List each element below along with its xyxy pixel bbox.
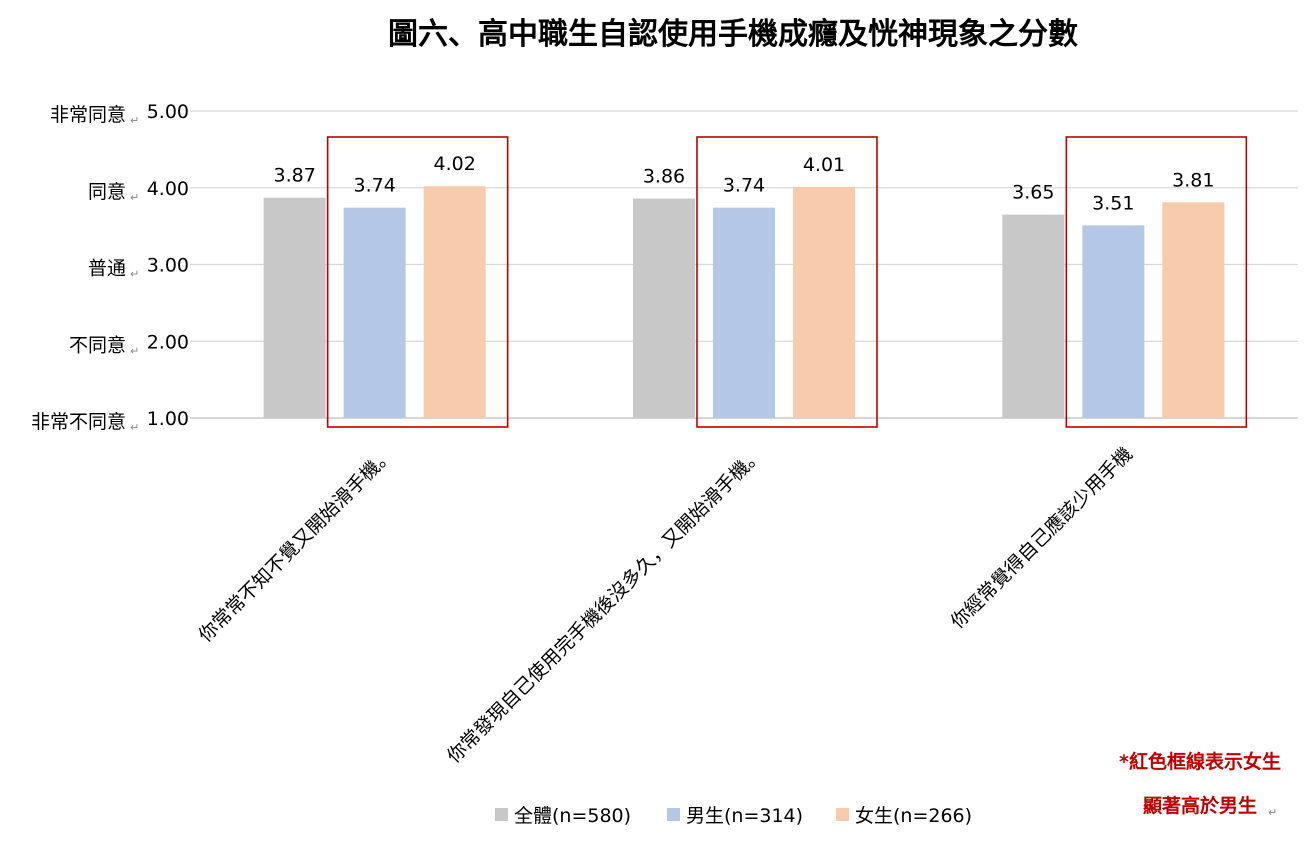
bar: [1162, 202, 1225, 418]
y-scale-label: 不同意: [69, 334, 126, 356]
bar: [343, 207, 406, 418]
category-label: 你常發現自己使用完手機後沒多久，又開始滑手機。: [443, 443, 768, 768]
data-label: 3.51: [1092, 192, 1134, 214]
y-tick-label: 4.00: [147, 178, 189, 200]
return-mark: ↵: [130, 191, 139, 204]
data-label: 3.74: [723, 175, 765, 197]
legend-label: 女生(n=266): [855, 805, 972, 827]
y-tick-label: 5.00: [147, 101, 189, 123]
y-axis: 5.00 非常同意 ↵ 4.00 同意 ↵ 3.00 普通 ↵ 2.00 不同意 ↵ 1.00 非常不同意…: [31, 101, 189, 434]
y-scale-label: 同意: [88, 181, 126, 203]
category-label: 你經常覺得自己應該少用手機: [946, 442, 1137, 633]
data-label: 3.86: [643, 165, 685, 187]
bar: [1082, 225, 1145, 418]
significance-note: *紅色框線表示女生 顯著高於男生 ↵: [1119, 750, 1281, 819]
y-tick-label: 2.00: [147, 331, 189, 353]
category-labels: 你常常不知不覺又開始滑手機。 你常發現自己使用完手機後沒多久，又開始滑手機。 你經常…: [195, 442, 1137, 767]
bar: [1002, 214, 1065, 418]
legend-swatch: [495, 808, 508, 821]
chart-title: 圖六、高中職生自認使用手機成癮及恍神現象之分數: [388, 17, 1078, 52]
y-tick-label: 3.00: [147, 255, 189, 277]
bar: [263, 197, 326, 418]
legend-label: 男生(n=314): [686, 805, 803, 827]
return-mark: ↵: [130, 421, 139, 434]
data-label: 3.81: [1172, 169, 1214, 191]
data-label: 3.87: [274, 165, 316, 187]
legend-swatch: [836, 808, 849, 821]
y-scale-label: 普通: [88, 258, 126, 280]
bar: [713, 207, 775, 418]
legend-swatch: [667, 808, 680, 821]
return-mark: ↵: [1268, 806, 1277, 819]
bar: [633, 198, 695, 418]
return-mark: ↵: [130, 344, 139, 357]
highlight-box: [326, 136, 509, 428]
data-label: 3.65: [1012, 182, 1054, 204]
note-line-1: *紅色框線表示女生: [1119, 750, 1281, 773]
bar: [423, 186, 486, 418]
legend-label: 全體(n=580): [514, 805, 631, 827]
highlight-boxes: [326, 136, 1248, 428]
bars: 3.87 3.74 4.02 3.86 3.74 4.01 3.65 3.51 3.81: [263, 153, 1225, 418]
y-tick-label: 1.00: [147, 408, 189, 430]
data-label: 4.02: [434, 153, 476, 175]
highlight-box: [696, 136, 878, 428]
data-label: 4.01: [803, 154, 845, 176]
return-mark: ↵: [130, 114, 139, 127]
y-scale-label: 非常同意: [50, 104, 126, 126]
y-scale-label: 非常不同意: [31, 411, 126, 433]
data-label: 3.74: [354, 175, 396, 197]
highlight-box: [1065, 136, 1248, 428]
bar: [793, 186, 855, 418]
category-label: 你常常不知不覺又開始滑手機。: [195, 443, 399, 647]
note-line-2: 顯著高於男生: [1143, 794, 1257, 817]
legend: 全體(n=580) 男生(n=314) 女生(n=266): [495, 805, 972, 827]
return-mark: ↵: [130, 268, 139, 281]
